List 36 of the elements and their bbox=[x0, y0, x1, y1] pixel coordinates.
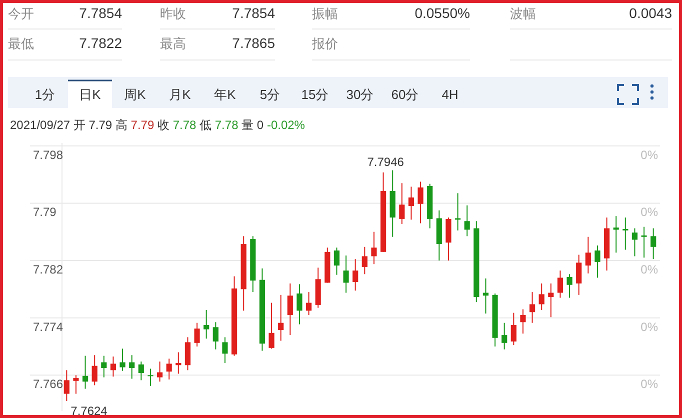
annotation: 0% bbox=[640, 262, 658, 277]
annotation: 0% bbox=[640, 320, 658, 334]
text: 2021/09/27 开 7.79 高 7.79 收 7.78 低 7.78 量 0 -0.02% bbox=[10, 118, 305, 132]
annotation: 7.7946 bbox=[367, 155, 404, 170]
text: 1分 bbox=[34, 87, 56, 102]
text: 昨收 bbox=[160, 6, 186, 21]
annotation: 0% bbox=[640, 148, 658, 162]
text: 7.7854 bbox=[232, 5, 276, 21]
text: 5分 bbox=[260, 87, 280, 102]
text: 报价 bbox=[311, 36, 338, 51]
text: 最低 bbox=[8, 36, 34, 51]
text: 30分 bbox=[346, 87, 374, 102]
y-tick-label: 7.798 bbox=[33, 148, 64, 162]
text: 波幅 bbox=[510, 6, 536, 21]
text: 4H bbox=[442, 87, 458, 102]
text: 7.7865 bbox=[232, 35, 276, 51]
text: 周K bbox=[124, 87, 146, 102]
text: 年K bbox=[214, 87, 236, 102]
text: 7.7822 bbox=[79, 35, 122, 51]
text: 振幅 bbox=[312, 6, 338, 21]
text: 0.0043 bbox=[629, 5, 672, 21]
y-tick-label: 7.774 bbox=[33, 320, 64, 334]
text: 月K bbox=[169, 87, 192, 102]
text: 今开 bbox=[8, 6, 34, 21]
annotation: 7.7624 bbox=[70, 404, 108, 418]
text: 60分 bbox=[391, 87, 419, 102]
text: 7.7854 bbox=[79, 5, 122, 21]
text: 0.0550% bbox=[414, 5, 470, 21]
annotation: 0% bbox=[640, 377, 658, 392]
text: 日K bbox=[79, 87, 102, 102]
y-tick-label: 7.766 bbox=[33, 377, 64, 392]
annotation: 0% bbox=[640, 205, 658, 220]
text: 最高 bbox=[160, 36, 186, 51]
y-tick-label: 7.782 bbox=[33, 262, 64, 277]
text: 15分 bbox=[301, 87, 329, 102]
y-tick-label: 7.79 bbox=[33, 205, 57, 220]
